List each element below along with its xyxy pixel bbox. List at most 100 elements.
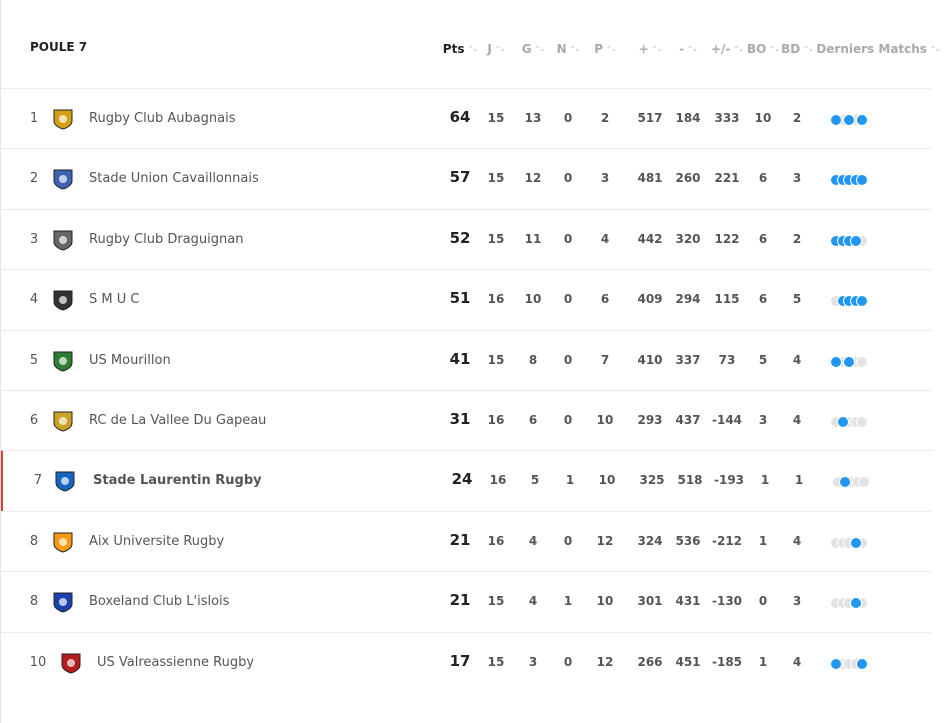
column-header[interactable]: G [522, 42, 545, 56]
form-dot [857, 658, 867, 669]
stat: 6 [600, 292, 610, 307]
column-header[interactable]: - [679, 42, 697, 56]
stat: 6 [758, 171, 768, 186]
stat: 15 [487, 352, 505, 367]
stat: 10 [596, 594, 614, 609]
team-name: Boxeland Club L'islois [89, 594, 230, 610]
stat: 409 [637, 292, 663, 307]
form-dot [831, 356, 841, 367]
form-dot [850, 115, 861, 125]
column-header[interactable]: N [557, 42, 580, 56]
stat: 3 [792, 594, 802, 609]
rank: 7 [33, 473, 43, 489]
stat: 324 [637, 533, 663, 548]
form-dot [844, 658, 854, 669]
rank: 4 [29, 292, 39, 308]
pool-title: POULE 7 [30, 40, 88, 54]
standings-row[interactable]: 8 Boxeland Club L'islois 21 15 4 1 10 301 431 -13… [1, 571, 931, 632]
stat: 115 [714, 292, 740, 307]
form-dot [831, 296, 841, 307]
form-dot [837, 356, 848, 367]
form-dot [844, 598, 854, 609]
standings-row[interactable]: 5 US Mourillon 41 15 8 0 7 410 337 73 5 4 [1, 329, 931, 391]
stat: 122 [714, 231, 740, 246]
stat: 4 [600, 231, 610, 246]
column-header[interactable]: Derniers Matchs [816, 42, 939, 56]
stat: 16 [487, 413, 505, 427]
form-dot [831, 235, 841, 246]
stat: 294 [675, 292, 701, 307]
stat: 1 [758, 654, 768, 669]
team-name: RC de La Vallee Du Gapeau [89, 413, 267, 428]
stat: 1 [565, 473, 575, 488]
stat: 451 [675, 654, 701, 669]
form-dot [857, 417, 867, 427]
team-logo [51, 590, 75, 614]
stat: 10 [754, 111, 772, 125]
stat: 0 [758, 594, 768, 609]
stat: 4 [528, 594, 538, 609]
standings-row[interactable]: 6 RC de La Vallee Du Gapeau 31 16 6 0 10 293 437… [1, 390, 931, 451]
form-dot [844, 175, 854, 186]
stat: 3 [758, 413, 768, 427]
form-dot [850, 296, 861, 307]
stat: 0 [563, 111, 573, 125]
stat: 431 [675, 594, 701, 609]
points: 64 [449, 108, 471, 126]
stat: 0 [563, 231, 573, 246]
stat: 5 [792, 292, 802, 307]
points: 51 [449, 289, 471, 308]
column-header[interactable]: +/- [711, 42, 743, 56]
form-dot [850, 356, 861, 367]
stat: 13 [524, 111, 542, 125]
stat: 293 [637, 413, 663, 427]
stat: 10 [598, 473, 616, 488]
team-logo [51, 530, 75, 554]
form-dot [846, 477, 856, 488]
stat: 6 [528, 413, 538, 427]
column-header[interactable]: P [594, 42, 616, 56]
stat: 15 [487, 594, 505, 609]
stat: 518 [677, 473, 703, 488]
stat: 4 [528, 533, 538, 548]
form-dot [837, 417, 848, 427]
stat: 0 [563, 352, 573, 367]
standings-row[interactable]: 4 S M U C 51 16 10 0 6 409 294 115 6 5 [1, 269, 931, 330]
stat: 410 [637, 352, 663, 367]
rank: 8 [29, 594, 39, 610]
stat: 5 [758, 352, 768, 367]
standings-row[interactable]: 7 Stade Laurentin Rugby 24 16 5 1 10 325 518 -193… [1, 450, 933, 512]
form-dot [837, 658, 848, 669]
standings-row[interactable]: 8 Aix Universite Rugby 21 16 4 0 12 324 536 -212 1… [1, 510, 931, 572]
form-dot [831, 115, 841, 125]
column-header[interactable]: Pts [443, 42, 477, 56]
stat: 4 [792, 533, 802, 548]
standings-row[interactable]: 3 Rugby Club Draguignan 52 15 11 0 4 442 320 122 6… [1, 208, 931, 270]
column-header[interactable]: + [639, 42, 662, 56]
column-header[interactable]: BD [781, 42, 813, 56]
form-dot [837, 598, 848, 609]
stat: 1 [760, 473, 770, 488]
column-header[interactable]: BO [747, 42, 779, 56]
form-dot [837, 235, 848, 246]
stat: -185 [711, 654, 743, 669]
column-header[interactable]: J [487, 42, 504, 56]
stat: 0 [563, 292, 573, 307]
standings-row[interactable]: 2 Stade Union Cavaillonnais 57 15 12 0 3 481 260… [1, 148, 931, 209]
team-logo [53, 469, 77, 493]
form-dot [837, 115, 848, 125]
stat: 10 [596, 413, 614, 427]
standings-row[interactable]: 1 Rugby Club Aubagnais 64 15 13 0 2 517 184 333 10… [1, 88, 931, 149]
rank: 1 [29, 111, 39, 126]
form-dot [850, 175, 861, 186]
stat: -130 [711, 594, 743, 609]
form-dot [857, 598, 867, 609]
standings-row[interactable]: 10 US Valreassienne Rugby 17 15 3 0 12 266 451 -1… [1, 631, 931, 693]
stat: 437 [675, 413, 701, 427]
stat: 15 [487, 654, 505, 669]
stat: 12 [596, 654, 614, 669]
stat: 3 [792, 171, 802, 186]
form-dot [839, 477, 850, 488]
stat: 2 [792, 111, 802, 125]
form-dot [831, 598, 841, 609]
